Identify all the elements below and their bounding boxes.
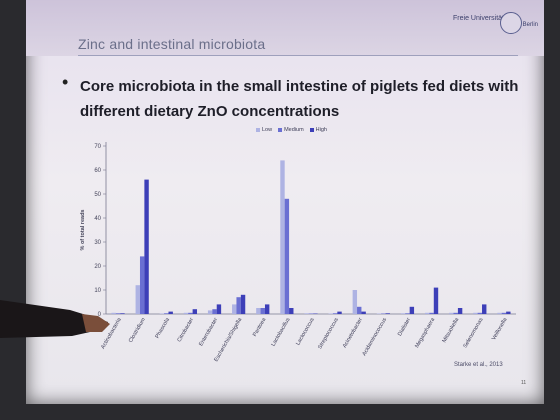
bar-low (473, 312, 478, 314)
bullet-text: Core microbiota in the small intestine o… (80, 78, 519, 120)
y-tick-label: 20 (94, 264, 101, 270)
bar-low (183, 312, 189, 314)
bar-medium (284, 198, 290, 314)
bar-high (482, 304, 487, 314)
bar-low (207, 310, 213, 314)
university-city: Berlin (522, 22, 538, 28)
bar-low (256, 308, 261, 314)
bar-low (232, 304, 237, 314)
x-tick-label: Pantoea (252, 316, 268, 338)
slide-header-band (26, 0, 544, 56)
bar-medium (212, 309, 217, 314)
bar-low (352, 290, 358, 314)
x-tick-label: Streptococcus (317, 317, 340, 350)
bar-high (337, 311, 342, 314)
x-tick-label: Clostridium (128, 317, 147, 344)
x-tick-label: Lactococcus (295, 317, 316, 347)
bar-high (120, 313, 125, 314)
x-tick-label: Mitsuokella (441, 316, 460, 344)
bar-low (304, 313, 309, 314)
bar-high (409, 306, 415, 314)
y-tick-label: 60 (94, 168, 101, 174)
bar-medium (357, 306, 362, 314)
bar-medium (260, 308, 265, 314)
bar-medium (188, 312, 193, 314)
bar-high (506, 311, 511, 314)
x-tick-label: Acidaminococcus (361, 317, 388, 357)
bar-low (449, 312, 454, 314)
y-tick-label: 30 (94, 240, 101, 246)
bar-low (135, 285, 140, 314)
x-tick-label: Acinetobacter (342, 317, 364, 349)
legend-item-medium: Medium (278, 127, 304, 133)
bar-high (457, 308, 463, 314)
y-tick-label: 0 (98, 312, 102, 318)
bar-high (264, 304, 270, 314)
university-name: Freie Universität (453, 15, 504, 22)
bar-medium (332, 313, 338, 314)
x-tick-label: Citrobacter (176, 317, 195, 343)
x-tick-label: Megasphaera (414, 316, 436, 349)
legend-item-low: Low (256, 127, 272, 133)
x-tick-label: Dialister (397, 317, 412, 337)
bar-high (168, 311, 173, 314)
legend-label-medium: Medium (284, 127, 304, 133)
bar-medium (139, 256, 145, 314)
bar-high (289, 308, 294, 314)
slide-title: Zinc and intestinal microbiota (78, 36, 266, 52)
bar-high (144, 179, 149, 314)
x-tick-label: Selenomonas (463, 317, 485, 349)
page-number: 11 (521, 380, 527, 386)
chart-legend: Low Medium High (256, 127, 327, 133)
bar-high (216, 304, 222, 314)
bar-low (424, 312, 430, 314)
x-tick-label: Lactobacillus (271, 317, 292, 348)
title-divider (78, 55, 518, 56)
bar-medium (164, 313, 169, 314)
y-tick-label: 70 (94, 144, 101, 150)
bar-medium (405, 313, 410, 314)
bar-low (497, 312, 502, 314)
bar-low (280, 160, 285, 314)
x-tick-label: Veillonella (491, 316, 509, 341)
bar-high (240, 294, 246, 314)
x-tick-label: Escherichia/Shigella (213, 316, 243, 363)
legend-label-high: High (315, 127, 327, 133)
y-tick-label: 50 (94, 192, 101, 198)
legend-item-high: High (309, 127, 327, 133)
bullet-dot-icon: • (62, 72, 69, 92)
bar-medium (429, 312, 434, 314)
bar-high (192, 309, 198, 314)
bar-medium (236, 297, 241, 314)
bar-medium (477, 312, 483, 314)
legend-swatch-medium (278, 128, 283, 132)
bar-low (111, 312, 116, 314)
bar-medium (501, 312, 507, 314)
university-seal-icon (500, 12, 522, 34)
bar-medium (115, 313, 121, 314)
legend-label-low: Low (262, 127, 273, 133)
legend-swatch-high (309, 128, 314, 132)
x-tick-label: Phascola (155, 316, 172, 339)
citation: Starke et al., 2013 (454, 362, 503, 368)
bar-medium (453, 312, 458, 314)
bar-low (400, 313, 406, 314)
y-tick-label: 10 (94, 288, 101, 294)
projection-screen: Zinc and intestinal microbiota Freie Uni… (26, 0, 544, 404)
bar-high (433, 287, 439, 314)
presenter-hand (0, 300, 110, 338)
y-tick-label: 40 (94, 216, 101, 222)
bar-high (385, 313, 390, 314)
x-tick-label: Enterobacter (198, 317, 219, 347)
legend-swatch-low (256, 128, 260, 132)
bar-high (361, 311, 366, 314)
y-axis-label: % of total reads (80, 210, 86, 251)
